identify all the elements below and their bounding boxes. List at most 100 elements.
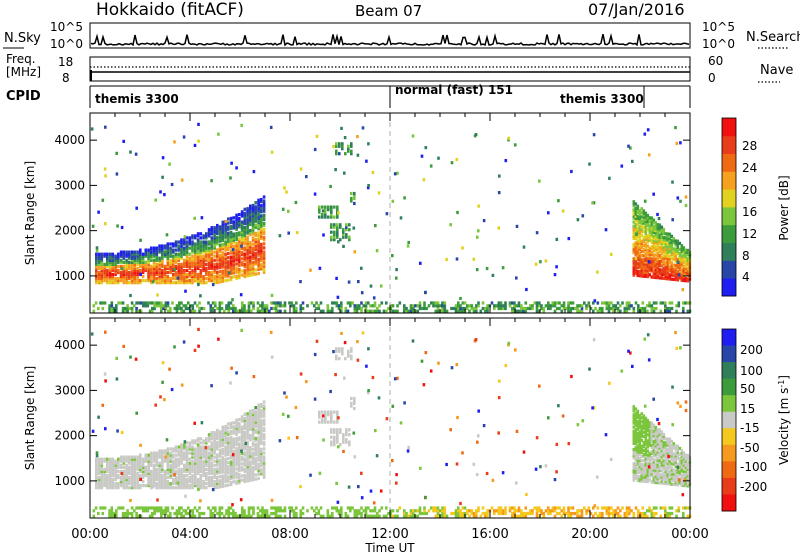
- power-cell: [224, 254, 227, 258]
- power-cell: [593, 299, 597, 303]
- velocity-cell: [262, 420, 266, 424]
- velocity-cell: [227, 514, 231, 518]
- power-cell: [680, 250, 684, 254]
- power-cell: [122, 139, 125, 143]
- power-cell: [656, 247, 660, 251]
- freq-unit-label: [MHz]: [6, 65, 41, 79]
- power-cell: [205, 268, 208, 273]
- power-cell: [634, 237, 638, 241]
- velocity-cell: [638, 450, 642, 454]
- velocity-cell: [686, 464, 690, 468]
- velocity-cell: [164, 506, 168, 510]
- velocity-cell: [257, 409, 260, 413]
- velocity-cell: [216, 475, 219, 479]
- velocity-cell: [333, 428, 336, 432]
- power-cell: [100, 275, 104, 279]
- power-cell: [251, 232, 255, 236]
- power-cell: [676, 249, 680, 253]
- power-cell: [666, 236, 670, 240]
- velocity-cell: [161, 461, 164, 465]
- velocity-cell: [97, 511, 100, 516]
- power-cell: [632, 249, 636, 253]
- power-cell: [185, 240, 189, 244]
- power-cell: [644, 223, 648, 228]
- velocity-cell: [254, 444, 258, 449]
- power-cell: [240, 234, 244, 238]
- velocity-cell: [636, 446, 640, 450]
- power-cell: [638, 219, 642, 223]
- velocity-cell: [235, 451, 238, 455]
- power-cell: [150, 272, 153, 277]
- velocity-cell: [638, 452, 642, 456]
- power-cell: [616, 309, 620, 313]
- velocity-cell: [101, 511, 105, 516]
- power-cell: [567, 301, 570, 305]
- velocity-cell: [247, 506, 251, 510]
- power-cell: [97, 306, 100, 311]
- power-cell: [260, 200, 263, 204]
- power-cell: [229, 263, 233, 267]
- power-cell: [160, 301, 163, 305]
- power-cell: [327, 208, 330, 212]
- power-cell: [650, 238, 654, 242]
- velocity-cell: [327, 420, 330, 424]
- velocity-cell: [634, 466, 638, 470]
- velocity-cell: [150, 455, 153, 459]
- velocity-cell: [235, 463, 238, 467]
- velocity-cell: [202, 463, 205, 467]
- power-cell: [238, 272, 241, 276]
- power-cell: [538, 309, 541, 313]
- power-cell: [664, 260, 668, 264]
- power-cell: [666, 277, 670, 281]
- power-cell: [262, 199, 266, 203]
- velocity-cell: [210, 467, 214, 471]
- velocity-cell: [660, 457, 664, 461]
- power-cell: [188, 279, 192, 283]
- power-cell: [424, 290, 427, 294]
- velocity-cell: [336, 430, 339, 434]
- power-cell: [411, 134, 415, 138]
- power-cell: [535, 309, 539, 313]
- power-cell: [292, 304, 296, 308]
- velocity-cell: [240, 456, 244, 460]
- power-cell: [638, 255, 642, 259]
- power-cell: [249, 267, 252, 271]
- power-cell: [642, 229, 646, 233]
- velocity-cell: [227, 457, 230, 461]
- power-cell: [174, 281, 178, 285]
- velocity-cell: [224, 471, 227, 476]
- power-cell: [652, 273, 656, 277]
- velocity-cell: [243, 435, 247, 439]
- velocity-cell: [243, 469, 247, 473]
- velocity-cell: [229, 440, 233, 444]
- power-cell: [163, 266, 167, 270]
- power-cell: [654, 237, 658, 241]
- power-cell: [330, 208, 333, 212]
- velocity-cell: [130, 471, 134, 475]
- velocity-cell: [227, 511, 231, 516]
- velocity-cell: [257, 470, 260, 474]
- power-cell: [648, 248, 652, 252]
- velocity-cell: [249, 474, 252, 478]
- power-cell: [224, 270, 227, 275]
- power-cell: [350, 152, 353, 156]
- power-cell: [648, 232, 652, 236]
- power-cell: [680, 262, 684, 266]
- velocity-cell: [216, 430, 219, 435]
- velocity-cell: [95, 477, 98, 482]
- velocity-cell: [638, 438, 642, 442]
- power-cell: [557, 199, 560, 203]
- power-cell: [313, 304, 316, 308]
- velocity-cell: [260, 425, 263, 429]
- velocity-cell: [151, 511, 154, 516]
- velocity-cell: [654, 430, 658, 434]
- velocity-cell: [207, 482, 211, 486]
- power-cell: [166, 250, 170, 254]
- velocity-cell: [632, 419, 636, 423]
- velocity-cell: [642, 416, 646, 420]
- velocity-cell: [155, 484, 159, 488]
- velocity-cell: [238, 426, 241, 430]
- power-cell: [686, 256, 690, 261]
- power-cell: [648, 218, 652, 222]
- power-cell: [262, 250, 266, 254]
